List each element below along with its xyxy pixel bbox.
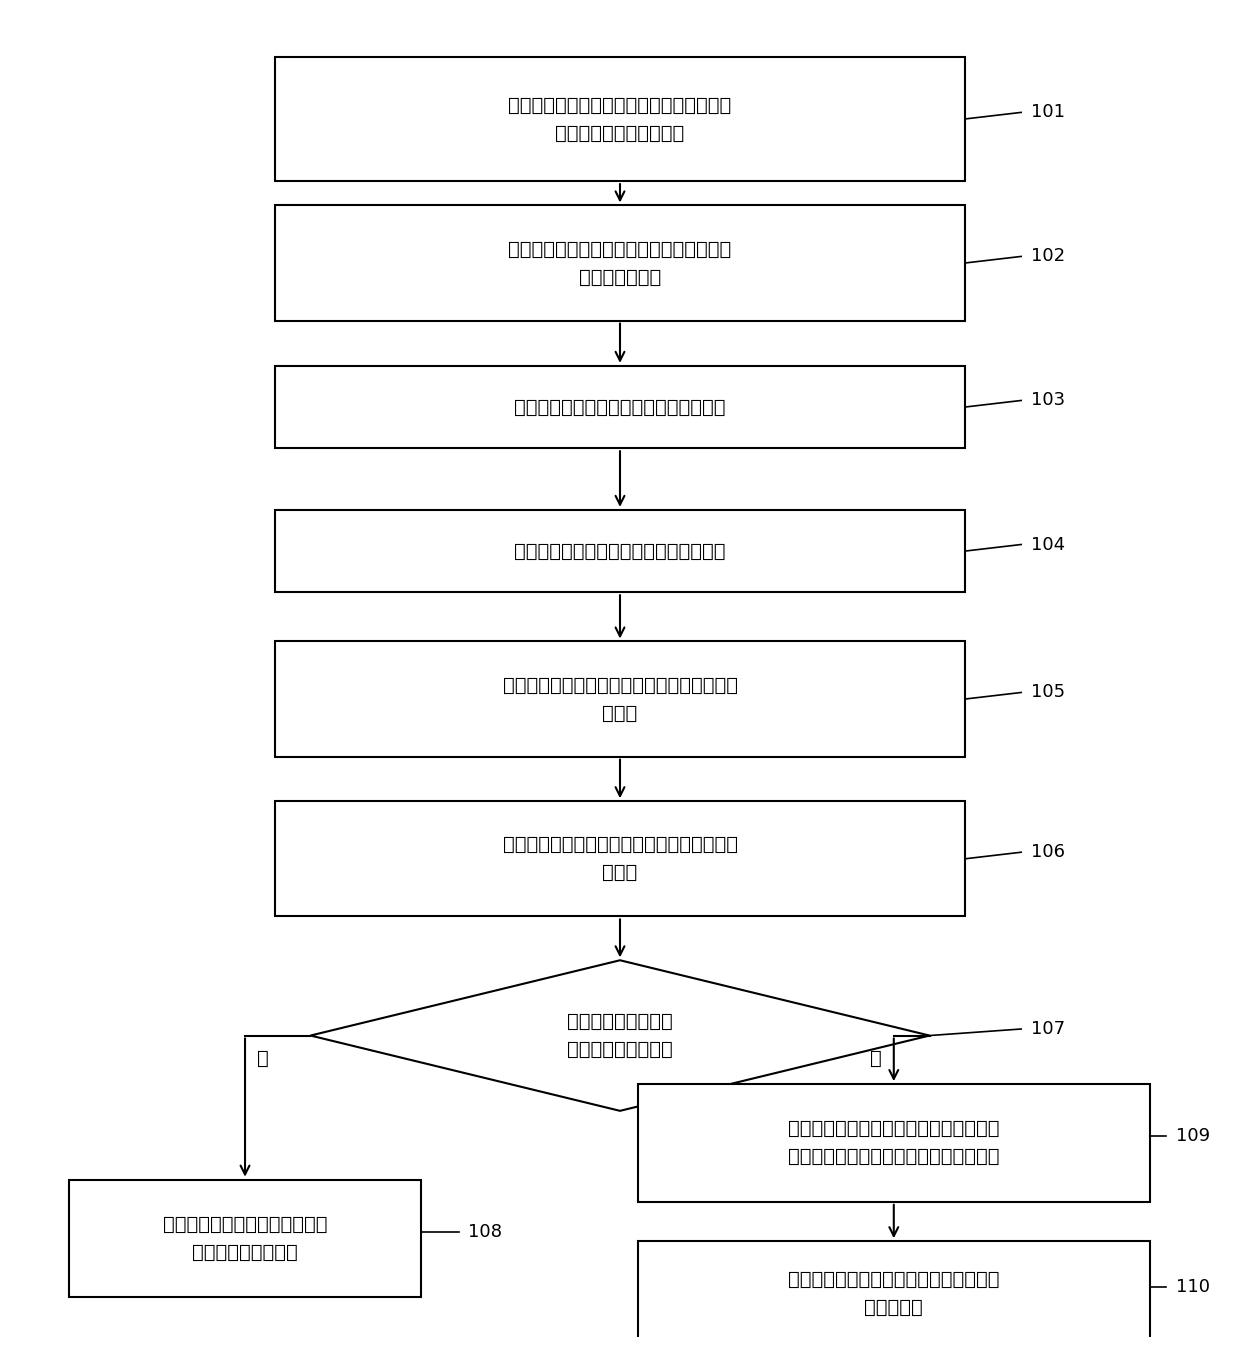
Text: 109: 109 <box>1176 1128 1210 1146</box>
Text: 105: 105 <box>1030 683 1065 701</box>
Text: 107: 107 <box>1030 1020 1065 1038</box>
Text: 确定所述波长计的精度为所述光
纤光栅解调仪的精度: 确定所述波长计的精度为所述光 纤光栅解调仪的精度 <box>162 1215 327 1262</box>
Bar <box>275 366 965 449</box>
Text: 是: 是 <box>257 1049 269 1068</box>
Text: 将所述第一波长集合和所述第二波长集合
中的对应波长做差值运算，得到最大差值: 将所述第一波长集合和所述第二波长集合 中的对应波长做差值运算，得到最大差值 <box>789 1120 999 1166</box>
Text: 获取所述波长计测量的所述第一梳妆滤波器
的第二波长数据: 获取所述波长计测量的所述第一梳妆滤波器 的第二波长数据 <box>508 240 732 286</box>
Text: 110: 110 <box>1176 1278 1210 1296</box>
Text: 获取所述光纤光栅解调仪测量的所述第一梳
妆滤波器的第一波长数据: 获取所述光纤光栅解调仪测量的所述第一梳 妆滤波器的第一波长数据 <box>508 95 732 142</box>
Bar <box>275 206 965 321</box>
Polygon shape <box>310 960 930 1110</box>
Text: 对所述第一波长集合的数据进行拟合，得到第
一斜率: 对所述第一波长集合的数据进行拟合，得到第 一斜率 <box>502 675 738 723</box>
Text: 102: 102 <box>1030 247 1065 266</box>
Text: 第一斜率与第二斜率
的差值小于设定阈值: 第一斜率与第二斜率 的差值小于设定阈值 <box>567 1012 673 1058</box>
Bar <box>637 1084 1149 1202</box>
Text: 对所述第二波长集合的数据进行拟合，得到第
二斜率: 对所述第二波长集合的数据进行拟合，得到第 二斜率 <box>502 835 738 883</box>
Text: 101: 101 <box>1030 104 1065 121</box>
Bar <box>275 57 965 181</box>
Text: 对所述第二波长集合的数据进行拟合，得
到第二斜率: 对所述第二波长集合的数据进行拟合，得 到第二斜率 <box>789 1270 999 1318</box>
Bar <box>275 510 965 592</box>
Text: 否: 否 <box>870 1049 882 1068</box>
Text: 103: 103 <box>1030 391 1065 409</box>
Text: 104: 104 <box>1030 536 1065 554</box>
Bar <box>275 801 965 917</box>
Text: 106: 106 <box>1030 843 1065 861</box>
Text: 解调所述第一波长数据得到第一波长集合: 解调所述第一波长数据得到第一波长集合 <box>515 397 725 416</box>
Text: 解调所述第二波长数据得到第二波长集合: 解调所述第二波长数据得到第二波长集合 <box>515 542 725 561</box>
Text: 108: 108 <box>469 1224 502 1241</box>
Bar <box>69 1180 420 1297</box>
Bar <box>275 641 965 757</box>
Bar <box>637 1241 1149 1346</box>
